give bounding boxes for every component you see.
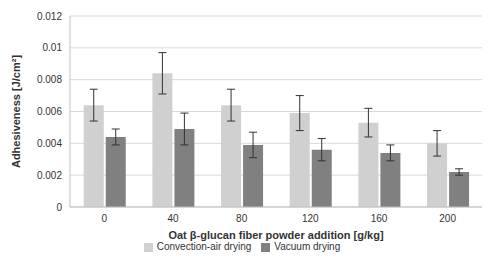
svg-text:0.012: 0.012 [37,11,62,22]
svg-text:Adhesiveness [J/cm²]: Adhesiveness [J/cm²] [10,55,22,168]
svg-text:0: 0 [102,213,108,224]
svg-text:200: 200 [439,213,456,224]
svg-text:0.002: 0.002 [37,170,62,181]
svg-text:0.006: 0.006 [37,106,62,117]
svg-text:0: 0 [56,202,62,213]
html-text:Convection-air drying: Convection-air drying [156,241,252,252]
html-text:Vacuum drying: Vacuum drying [274,241,341,252]
svg-text:120: 120 [302,213,319,224]
svg-text:80: 80 [236,213,248,224]
svg-text:0.01: 0.01 [43,42,63,53]
svg-text:0.008: 0.008 [37,74,62,85]
svg-text:40: 40 [167,213,179,224]
svg-text:160: 160 [371,213,388,224]
svg-text:0.004: 0.004 [37,138,62,149]
svg-text:Oat β-glucan fiber powder addi: Oat β-glucan fiber powder addition [g/kg… [168,229,383,241]
